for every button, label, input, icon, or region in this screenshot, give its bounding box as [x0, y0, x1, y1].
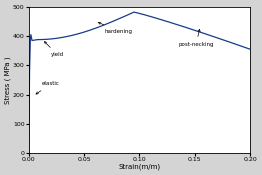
Text: hardening: hardening — [98, 22, 132, 34]
Text: yield: yield — [45, 42, 64, 57]
Text: post-necking: post-necking — [178, 29, 214, 47]
X-axis label: Strain(m/m): Strain(m/m) — [118, 164, 161, 170]
Text: elastic: elastic — [36, 81, 60, 94]
Y-axis label: Stress ( MPa ): Stress ( MPa ) — [5, 56, 11, 104]
